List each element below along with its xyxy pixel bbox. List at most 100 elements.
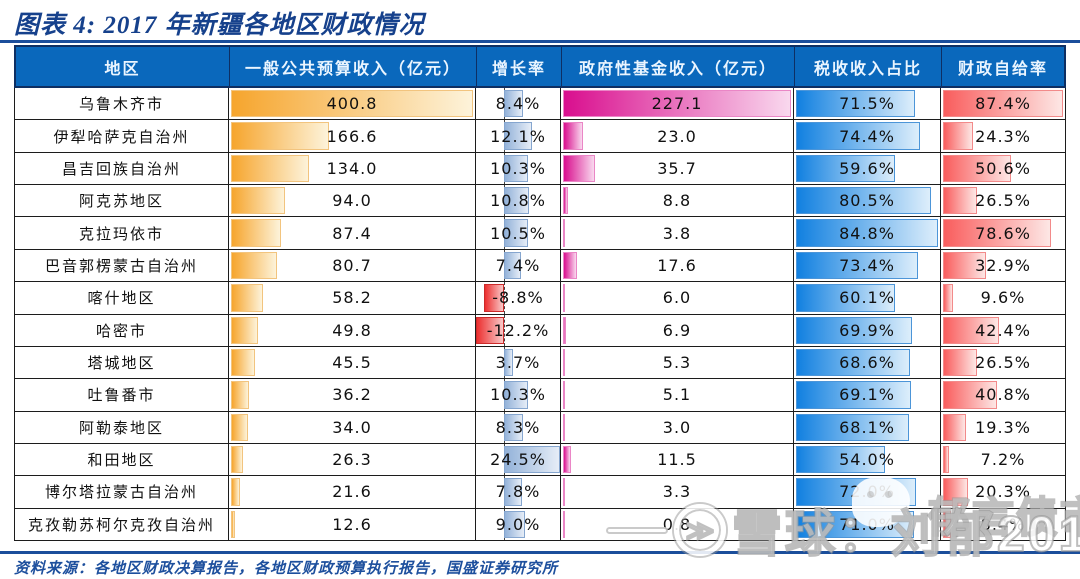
tax-share-bar: [796, 413, 910, 441]
fund-revenue-bar: [563, 187, 568, 215]
budget-revenue-bar: [231, 122, 330, 150]
fund-revenue-value: 5.1: [662, 385, 692, 405]
region-name: 乌鲁木齐市: [15, 88, 229, 120]
region-name: 阿勒泰地区: [15, 411, 229, 443]
growth-rate-cell: -8.8%: [476, 282, 561, 314]
budget-revenue-value: 34.0: [332, 417, 372, 437]
fund-revenue-value: 3.8: [662, 223, 692, 243]
budget-revenue-value: 400.8: [326, 94, 378, 114]
growth-rate-value: 7.4%: [495, 255, 541, 275]
fund-revenue-cell: 3.3: [561, 476, 794, 508]
budget-revenue-value: 134.0: [326, 158, 378, 178]
budget-revenue-cell: 26.3: [229, 443, 476, 476]
fund-revenue-bar: [563, 154, 596, 183]
budget-revenue-cell: 45.5: [229, 346, 476, 379]
tax-share-value: 74.4%: [839, 126, 895, 146]
tax-share-cell: 68.1%: [794, 411, 941, 443]
budget-revenue-value: 36.2: [332, 385, 372, 405]
tax-share-value: 69.9%: [839, 320, 895, 340]
budget-revenue-bar: [231, 348, 255, 377]
growth-rate-bar: [504, 187, 529, 215]
tax-share-value: 71.5%: [839, 94, 895, 114]
tax-share-bar: [796, 445, 885, 474]
self-sufficiency-cell: 32.9%: [941, 250, 1065, 281]
tax-share-value: 80.5%: [839, 191, 895, 211]
tax-share-bar: [796, 284, 896, 312]
table-row: 乌鲁木齐市 400.8 8.4% 227.1 71.5% 87.4%: [15, 88, 1065, 121]
self-sufficiency-cell: 78.6%: [941, 217, 1065, 248]
growth-rate-cell: -12.2%: [475, 314, 561, 346]
growth-rate-cell: 12.1%: [476, 120, 561, 152]
growth-rate-bar: [504, 478, 522, 506]
fund-revenue-value: 8.8: [662, 191, 692, 211]
region-name: 塔城地区: [15, 346, 229, 379]
growth-rate-cell: 9.0%: [476, 508, 561, 541]
self-sufficiency-bar: [943, 413, 967, 441]
tax-share-value: 59.6%: [839, 158, 895, 178]
self-sufficiency-bar: [943, 316, 1000, 344]
header-growth-rate: 增长率: [477, 47, 562, 86]
growth-rate-bar: [504, 510, 525, 539]
fund-revenue-cell: 8.8: [561, 185, 794, 217]
fund-revenue-bar: [563, 510, 565, 539]
fund-revenue-cell: 6.0: [561, 282, 794, 314]
fund-revenue-cell: 35.7: [561, 152, 794, 185]
budget-revenue-bar: [231, 316, 258, 344]
budget-revenue-value: 94.0: [332, 191, 372, 211]
self-sufficiency-cell: 50.6%: [941, 153, 1065, 184]
budget-revenue-value: 21.6: [332, 482, 372, 502]
brand-watermark: 郁言债市: [927, 493, 1080, 542]
budget-revenue-value: 166.6: [326, 126, 378, 146]
table-row: 和田地区 26.3 24.5% 11.5 54.0% 7.2%: [15, 443, 1065, 477]
fund-revenue-value: 23.0: [657, 126, 697, 146]
header-budget-revenue: 一般公共预算收入（亿元）: [230, 47, 477, 86]
budget-revenue-bar: [231, 284, 263, 312]
fund-revenue-value: 227.1: [651, 94, 703, 114]
watermark-text: 雪球：刘郁2018: [731, 505, 1080, 563]
budget-revenue-cell: 400.8: [229, 88, 476, 120]
growth-rate-bar: [504, 251, 522, 280]
region-name: 吐鲁番市: [15, 379, 229, 411]
wechat-icon: [852, 477, 910, 527]
growth-rate-cell: 10.8%: [476, 185, 561, 217]
tax-share-cell: 84.8%: [794, 217, 941, 249]
tax-share-value: 68.1%: [839, 417, 895, 437]
growth-rate-cell: 8.4%: [476, 88, 561, 120]
fund-revenue-cell: 17.6: [561, 249, 794, 282]
self-sufficiency-bar: [943, 90, 1063, 118]
table-row: 哈密市 49.8 -12.2% 6.9 69.9% 42.4%: [15, 314, 1065, 347]
fund-revenue-cell: 5.1: [561, 379, 794, 411]
tax-share-value: 68.6%: [839, 353, 895, 373]
budget-revenue-bar: [231, 251, 277, 280]
fund-revenue-bar: [563, 219, 565, 247]
region-name: 和田地区: [15, 443, 229, 476]
self-sufficiency-bar: [943, 510, 951, 539]
tax-share-bar: [796, 219, 938, 247]
growth-rate-value: 24.5%: [490, 450, 546, 470]
growth-rate-value: 12.1%: [490, 126, 546, 146]
self-sufficiency-cell: 9.6%: [941, 282, 1065, 313]
budget-revenue-value: 45.5: [332, 353, 372, 373]
self-sufficiency-cell: 19.3%: [941, 412, 1065, 443]
budget-revenue-cell: 34.0: [229, 411, 476, 443]
fund-revenue-value: 6.0: [662, 288, 692, 308]
self-sufficiency-value: 9.6%: [980, 288, 1026, 308]
growth-rate-bar: [475, 316, 504, 344]
self-sufficiency-value: 50.6%: [975, 158, 1031, 178]
tax-share-value: 69.1%: [839, 385, 895, 405]
fund-revenue-cell: 227.1: [561, 88, 794, 120]
table-row: 阿克苏地区 94.0 10.8% 8.8 80.5% 26.5%: [15, 185, 1065, 218]
self-sufficiency-cell: 26.5%: [941, 347, 1065, 378]
tax-share-bar: [796, 154, 895, 183]
tax-share-bar: [796, 187, 931, 215]
region-name: 克拉玛依市: [15, 217, 229, 249]
budget-revenue-cell: 80.7: [229, 249, 476, 282]
growth-rate-cell: 8.3%: [476, 411, 561, 443]
self-sufficiency-value: 24.3%: [975, 126, 1031, 146]
fund-revenue-value: 3.0: [662, 417, 692, 437]
budget-revenue-cell: 49.8: [229, 314, 476, 346]
growth-rate-value: 10.8%: [490, 191, 546, 211]
source-note: 资料来源：各地区财政决算报告，各地区财政预算执行报告，国盛证券研究所: [14, 560, 559, 577]
budget-revenue-cell: 58.2: [229, 282, 476, 314]
